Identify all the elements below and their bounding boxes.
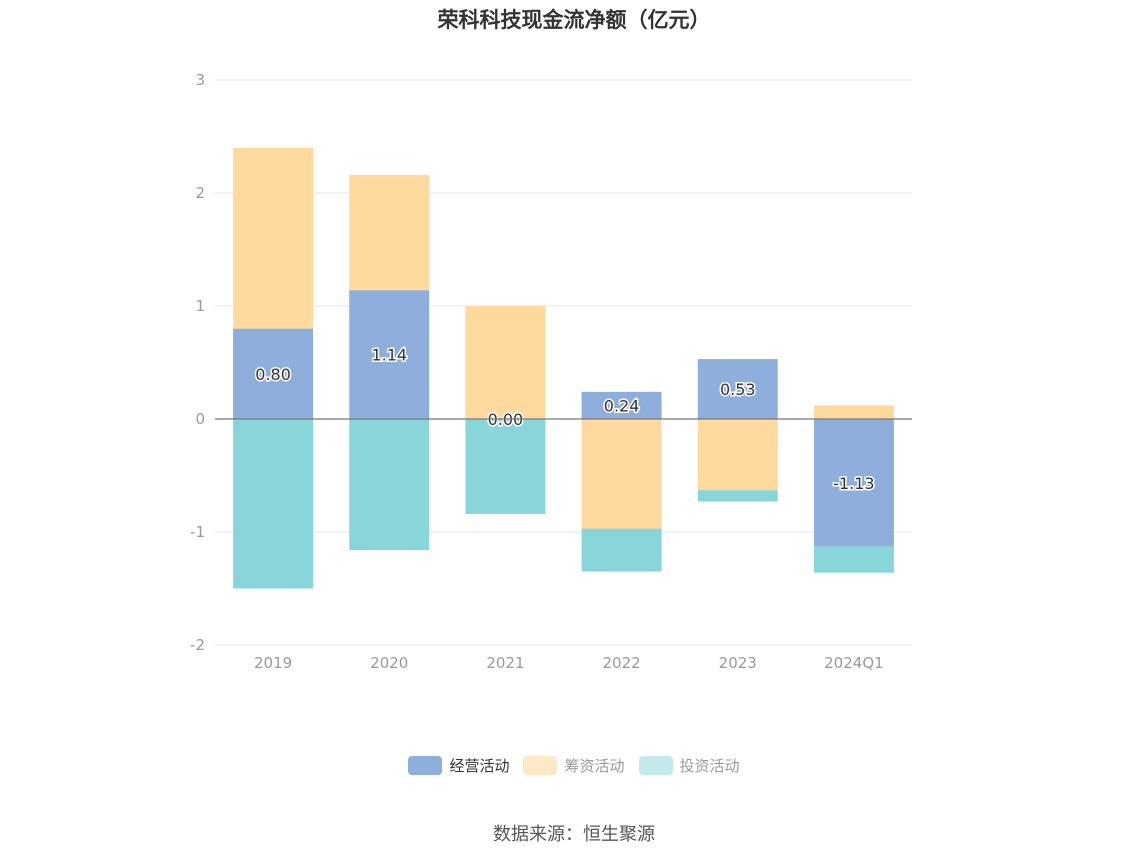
bar-operating-2020[interactable]: [349, 290, 430, 419]
bar-investing-2020[interactable]: [349, 419, 430, 551]
bar-financing-2019[interactable]: [233, 147, 314, 329]
legend-label-financing: 筹资活动: [564, 757, 625, 775]
data-label-operating-2020: 1.14: [371, 346, 407, 365]
grid-layer: [215, 79, 912, 646]
bar-operating-2024Q1[interactable]: [813, 419, 894, 547]
data-label-operating-2023: 0.53: [720, 380, 756, 399]
legend-item-financing[interactable]: 筹资活动: [523, 755, 625, 776]
x-tick-label: 2022: [602, 654, 640, 672]
legend-item-operating[interactable]: 经营活动: [408, 755, 509, 776]
bar-investing-2024Q1[interactable]: [813, 546, 894, 573]
legend-label-investing: 投资活动: [679, 757, 740, 775]
x-tick-label: 2021: [486, 654, 524, 672]
x-tick-label: 2023: [719, 654, 757, 672]
legend-swatch-investing: [638, 756, 673, 775]
bar-operating-2019[interactable]: [233, 328, 314, 419]
y-tick-label: -2: [190, 636, 205, 654]
bar-investing-2019[interactable]: [233, 419, 314, 589]
y-tick-label: 2: [195, 184, 205, 202]
x-tick-label: 2020: [370, 654, 408, 672]
data-source: 数据来源：恒生聚源: [493, 824, 655, 845]
legend-swatch-financing: [523, 756, 558, 775]
bar-investing-2023[interactable]: [697, 490, 778, 502]
y-tick-label: 0: [195, 410, 205, 428]
bar-investing-2021[interactable]: [465, 419, 546, 514]
x-tick-label: 2019: [254, 654, 292, 672]
bar-financing-2021[interactable]: [465, 306, 546, 419]
bar-operating-2023[interactable]: [697, 359, 778, 419]
x-tick-label: 2024Q1: [824, 654, 884, 672]
data-label-operating-2024Q1: -1.13: [833, 474, 874, 493]
label-layer: 0.801.140.000.240.53-1.13: [254, 344, 876, 494]
chart-title: 荣科科技现金流净额（亿元）: [437, 8, 711, 32]
bar-investing-2022[interactable]: [581, 528, 662, 572]
bar-operating-2022[interactable]: [581, 391, 662, 419]
data-label-operating-2019: 0.80: [255, 365, 291, 384]
y-tick-label: 1: [195, 297, 205, 315]
legend-swatch-operating: [408, 756, 443, 775]
bar-financing-2023[interactable]: [697, 419, 778, 491]
legend-item-investing[interactable]: 投资活动: [638, 755, 740, 776]
data-label-operating-2022: 0.24: [604, 396, 640, 415]
bar-financing-2024Q1[interactable]: [813, 405, 894, 419]
bar-layer: [233, 147, 894, 589]
y-tick-label: 3: [195, 71, 205, 89]
legend-label-operating: 经营活动: [449, 757, 510, 775]
axis-layer: 3 2 1 0 -1 -2 2019 2020 2021 2022 2023 2024Q1: [190, 71, 912, 672]
bar-financing-2020[interactable]: [349, 174, 430, 291]
legend: 经营活动 筹资活动 投资活动: [0, 755, 1148, 776]
y-tick-label: -1: [190, 523, 205, 541]
bar-financing-2022[interactable]: [581, 419, 662, 529]
